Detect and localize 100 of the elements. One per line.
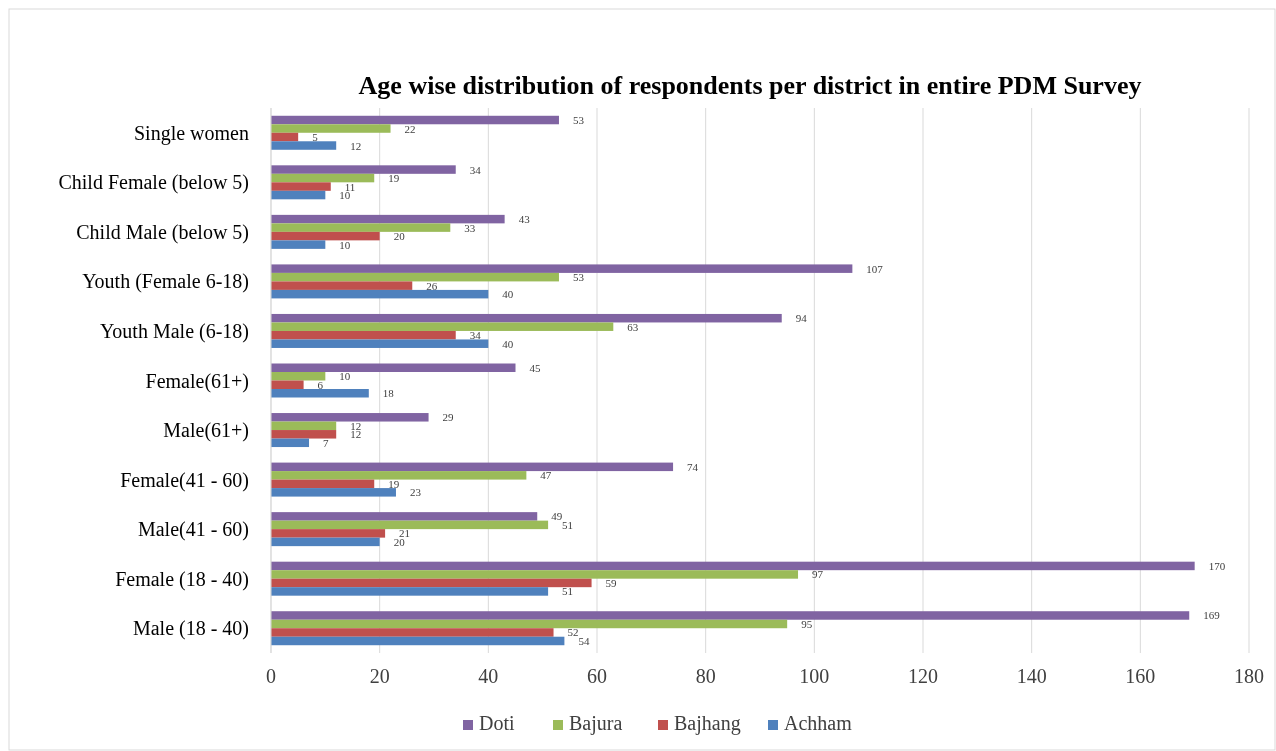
bar	[271, 611, 1190, 620]
bar	[271, 471, 527, 480]
bar	[271, 430, 337, 439]
y-tick-label: Youth Male (6-18)	[99, 319, 249, 343]
bar	[271, 561, 1195, 571]
data-label: 6	[317, 378, 324, 391]
data-label: 52	[567, 626, 579, 639]
bar	[271, 421, 337, 431]
bar	[271, 636, 565, 646]
data-label: 34	[469, 163, 482, 176]
bar	[271, 132, 299, 142]
data-label: 29	[442, 411, 455, 424]
data-label: 21	[399, 527, 411, 540]
bar	[271, 537, 380, 547]
y-tick-label: Female(41 - 60)	[120, 468, 249, 492]
data-label: 5	[312, 131, 319, 144]
x-tick-label: 20	[369, 665, 390, 687]
x-tick-label: 100	[799, 665, 830, 687]
chart-title: Age wise distribution of respondents per district in entire PDM Survey	[358, 71, 1142, 100]
bar	[271, 570, 799, 579]
data-label: 51	[562, 518, 574, 531]
bar	[271, 339, 489, 348]
bar	[271, 190, 326, 200]
bar	[271, 289, 489, 299]
data-label: 49	[551, 510, 563, 523]
data-label: 12	[350, 139, 362, 152]
x-tick-label: 0	[266, 665, 276, 687]
data-label: 43	[518, 213, 531, 226]
data-label: 40	[502, 337, 514, 350]
bar	[271, 173, 375, 183]
y-tick-label: Male (18 - 40)	[132, 617, 249, 641]
data-label: 74	[687, 460, 699, 473]
y-tick-label: Male(61+)	[163, 419, 249, 443]
bar	[271, 363, 516, 372]
bar	[271, 313, 782, 323]
bar	[271, 141, 337, 150]
legend-label: Doti	[479, 712, 515, 734]
bar	[271, 529, 386, 538]
data-label: 7	[323, 436, 330, 449]
data-label: 95	[801, 617, 813, 630]
bar	[271, 165, 456, 174]
data-label: 10	[339, 238, 351, 251]
data-label: 19	[388, 172, 400, 185]
data-label: 47	[540, 469, 552, 482]
data-label: 40	[502, 288, 514, 301]
data-label: 53	[572, 114, 585, 127]
y-tick-label: Female (18 - 40)	[115, 567, 249, 591]
data-label: 54	[578, 634, 590, 647]
x-tick-label: 180	[1234, 665, 1264, 687]
data-label: 34	[469, 329, 482, 342]
legend-label: Bajhang	[674, 712, 741, 735]
bar	[271, 619, 788, 629]
legend-label: Achham	[784, 712, 853, 734]
data-label: 107	[866, 262, 884, 275]
x-tick-label: 120	[908, 665, 938, 687]
bar	[271, 520, 549, 530]
data-label: 18	[382, 387, 395, 400]
bar	[271, 182, 331, 191]
data-label: 45	[529, 361, 541, 374]
bar	[271, 488, 396, 497]
y-tick-label: Single women	[134, 121, 249, 145]
data-label: 33	[464, 221, 476, 234]
data-label: 19	[388, 477, 400, 490]
x-tick-label: 160	[1125, 665, 1156, 687]
bar	[271, 124, 391, 133]
bar	[271, 413, 429, 422]
x-tick-label: 60	[587, 665, 607, 687]
bar	[271, 578, 592, 588]
x-tick-label: 40	[478, 665, 499, 687]
x-tick-label: 80	[695, 665, 716, 687]
bar	[271, 462, 674, 472]
bar	[271, 223, 451, 232]
data-label: 23	[409, 486, 422, 499]
y-tick-label: Child Female (below 5)	[58, 171, 249, 195]
data-label: 26	[426, 279, 438, 292]
bar	[271, 587, 549, 596]
data-label: 97	[812, 568, 824, 581]
data-label: 169	[1203, 609, 1221, 622]
bar	[271, 240, 326, 249]
data-label: 20	[393, 230, 406, 243]
data-label: 53	[572, 271, 585, 284]
bar	[271, 479, 375, 489]
data-label: 170	[1208, 559, 1226, 572]
x-tick-label: 140	[1016, 665, 1047, 687]
data-label: 51	[562, 585, 574, 598]
bar	[271, 389, 369, 398]
data-label: 94	[795, 312, 808, 325]
data-label: 10	[339, 370, 351, 383]
y-tick-label: Female(61+)	[145, 369, 249, 393]
bar	[271, 322, 614, 331]
bar	[271, 372, 326, 381]
data-label: 63	[627, 320, 639, 333]
bar	[271, 272, 559, 282]
data-label: 59	[605, 576, 618, 589]
bar	[271, 512, 538, 521]
y-tick-label: Male(41 - 60)	[137, 518, 249, 542]
data-label: 22	[404, 122, 416, 135]
bar	[271, 214, 505, 224]
bar	[271, 380, 304, 389]
legend-label: Bajura	[569, 712, 623, 735]
